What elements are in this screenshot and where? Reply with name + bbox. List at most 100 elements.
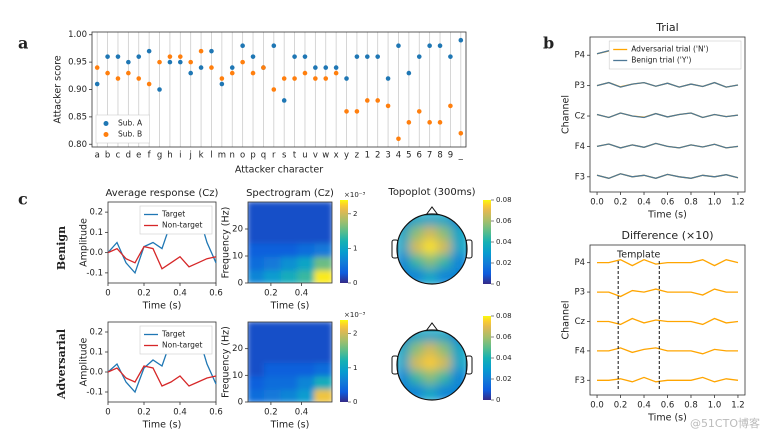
panel-label: c: [18, 190, 28, 209]
heatmap-cell: [263, 214, 283, 230]
point: [406, 70, 412, 76]
heatmap-cell: [314, 202, 332, 217]
x-axis-label: Attacker character: [235, 165, 323, 176]
heatmap-cells: [248, 322, 332, 402]
heatmap-cell: [297, 268, 317, 283]
y-tick-label: F4: [575, 142, 585, 152]
series-line: [597, 288, 738, 298]
point: [365, 54, 370, 59]
heatmap-cell: [263, 228, 283, 244]
x-tick-label: y: [344, 151, 349, 161]
legend-box: [139, 205, 213, 235]
y-tick-label: Cz: [575, 112, 586, 122]
colorbar-tick-label: 0: [496, 280, 500, 288]
x-tick-label: 1: [365, 151, 370, 161]
heatmap-cell: [263, 347, 283, 363]
colorbar-tick-label: 0.02: [496, 375, 512, 383]
topomap-cell: [437, 240, 455, 258]
topomap-cell: [409, 370, 427, 388]
heatmap-cell: [248, 361, 266, 377]
legend-marker: [103, 121, 109, 126]
point: [240, 59, 245, 65]
x-tick-label: 0.2: [137, 289, 151, 299]
heatmap-cell: [314, 334, 332, 350]
x-tick-label: 0.4: [173, 289, 187, 299]
point: [188, 70, 193, 76]
topomap-cell: [423, 384, 441, 400]
series-line: [596, 81, 739, 88]
heatmap-cell: [297, 202, 317, 217]
x-tick-label: 1.0: [708, 401, 722, 411]
topomap-cell: [437, 254, 455, 272]
x-tick-label: d: [126, 151, 131, 161]
x-axis-label: Time (s): [647, 413, 687, 424]
point: [281, 98, 287, 103]
point: [250, 70, 256, 76]
point: [406, 120, 412, 125]
x-tick-label: x: [334, 151, 339, 161]
point: [209, 65, 214, 70]
point: [448, 103, 453, 109]
series-line: [107, 245, 217, 270]
topomap-cell: [409, 254, 427, 272]
x-tick-label: e: [136, 151, 141, 161]
heatmap-cell: [314, 268, 332, 283]
point: [344, 109, 349, 114]
topomap-cell: [423, 254, 441, 272]
heatmap-cell: [263, 202, 283, 217]
heatmap-cell: [297, 322, 317, 337]
series-line: [596, 173, 739, 179]
topomap-cell: [423, 356, 441, 374]
y-axis-label: Channel: [561, 300, 572, 339]
heatmap-cell: [280, 228, 300, 244]
plot-frame: [107, 321, 217, 403]
x-tick-label: 8: [437, 151, 442, 161]
x-tick-label: 0.4: [637, 198, 651, 208]
point: [136, 54, 142, 59]
point: [271, 87, 277, 92]
heatmap-cell: [280, 374, 300, 390]
heatmap-cell: [248, 202, 266, 217]
heatmap-cell: [297, 255, 317, 271]
heatmap-cell: [248, 228, 266, 244]
x-tick-label: 0.6: [209, 289, 223, 299]
y-tick-label: -0.1: [86, 388, 103, 398]
colorbar-tick-label: 0.04: [496, 238, 512, 246]
topomap-cell: [437, 356, 455, 374]
x-tick-label: n: [230, 151, 235, 161]
heatmap-cell: [297, 387, 317, 402]
point: [365, 98, 370, 103]
heatmap-cell: [263, 387, 283, 402]
series-line: [597, 317, 739, 326]
point: [229, 65, 235, 70]
y-tick-label: 0.2: [89, 208, 103, 218]
x-tick-label: 0: [105, 289, 110, 299]
point: [458, 37, 464, 43]
legend-label: Target: [161, 330, 185, 339]
point: [219, 81, 225, 87]
point: [198, 65, 204, 70]
x-tick-label: 0.0: [590, 198, 604, 208]
heatmap-cell: [280, 202, 300, 217]
x-tick-label: _: [458, 151, 464, 161]
topomap-cell: [451, 240, 467, 258]
point: [416, 54, 422, 59]
point: [188, 59, 193, 65]
row-label: Benign: [55, 226, 68, 270]
colorbar-label: ×10⁻³: [344, 191, 365, 199]
point: [167, 59, 173, 65]
x-tick-label: 0.4: [173, 408, 187, 418]
x-tick-label: 5: [406, 151, 411, 161]
colorbar-tick-label: 0.04: [496, 354, 512, 362]
x-tick-label: s: [282, 151, 287, 161]
y-tick-label: 10: [232, 371, 243, 381]
head-outline: [396, 329, 468, 401]
heatmap-cell: [263, 322, 283, 337]
topomap-cell: [423, 342, 441, 360]
point: [178, 54, 183, 59]
point: [344, 76, 349, 81]
x-tick-label: 0.0: [590, 401, 604, 411]
x-tick-label: 1.2: [731, 401, 745, 411]
legend-label: Non-target: [162, 221, 203, 230]
